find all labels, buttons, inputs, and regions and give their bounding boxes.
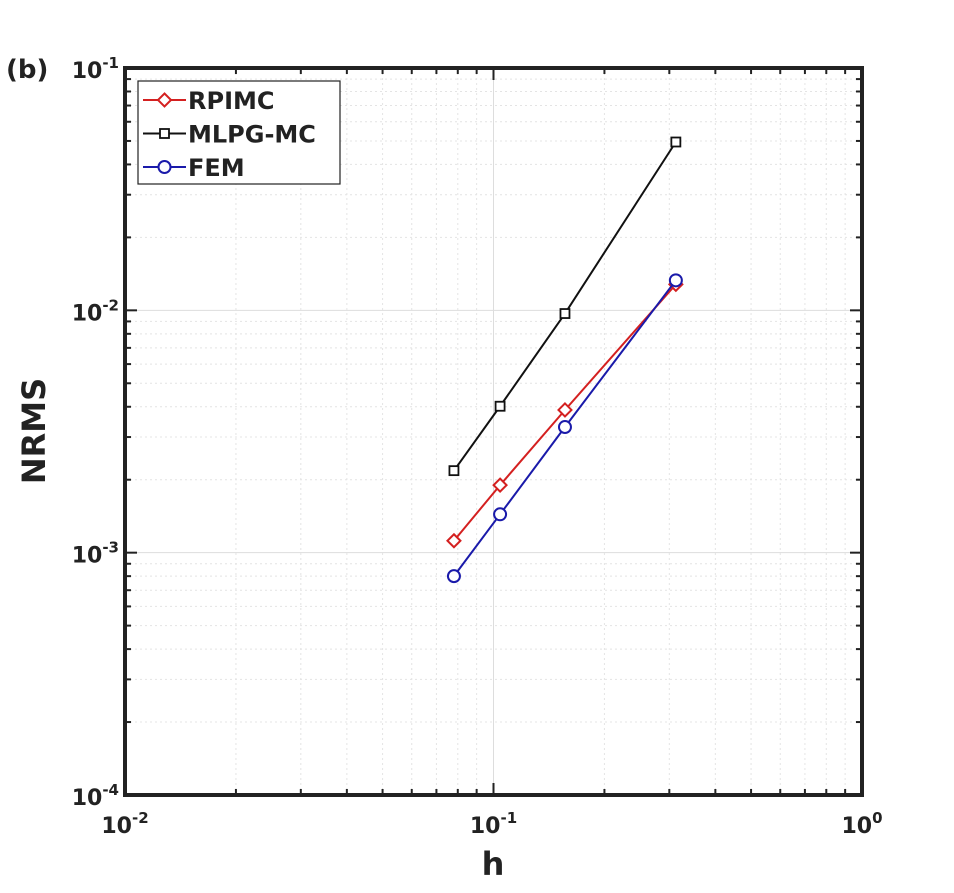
data-point-mlpg-mc [494,400,506,412]
legend-item-fem: FEM [143,154,245,182]
panel-label: (b) [6,55,48,85]
series-fem [446,273,683,584]
legend-label-rpimc: RPIMC [188,87,275,115]
x-axis-label: h [482,845,505,883]
y-tick-label: 10-2 [72,296,119,326]
legend-item-mlpg-mc: MLPG-MC [143,121,316,149]
series-line-rpimc [453,283,677,542]
legend-marker-rpimc [156,92,173,108]
grid [125,68,862,795]
legend-marker-mlpg-mc [159,128,170,139]
data-point-rpimc [446,532,462,549]
data-point-mlpg-mc [670,136,682,148]
legend: RPIMC MLPG-MC FEM [137,80,341,185]
legend-item-rpimc: RPIMC [143,87,275,115]
data-point-fem [493,507,508,522]
y-axis-label: NRMS [15,378,53,484]
legend-marker-fem [157,160,172,174]
tick-labels: 10-2 10-1 100 10-1 10-2 10-3 10-4 [72,54,883,839]
series-mlpg-mc [448,136,682,477]
x-tick-label: 100 [841,809,882,839]
series-layer [446,136,684,584]
x-tick-label: 10-1 [470,809,517,839]
legend-label-fem: FEM [188,154,245,182]
data-point-mlpg-mc [559,308,571,319]
data-point-rpimc [557,402,573,418]
y-tick-label: 10-1 [72,54,119,84]
x-tick-label: 10-2 [101,809,148,839]
ticks [124,68,862,796]
y-tick-label: 10-3 [72,539,119,569]
y-tick-label: 10-4 [72,781,119,811]
series-line-fem [453,279,677,577]
data-point-rpimc [492,477,508,494]
data-point-fem [668,273,683,288]
data-point-fem [557,420,572,435]
data-point-mlpg-mc [448,465,460,477]
series-line-mlpg-mc [453,141,677,472]
legend-label-mlpg-mc: MLPG-MC [188,121,316,149]
data-point-fem [446,569,461,584]
